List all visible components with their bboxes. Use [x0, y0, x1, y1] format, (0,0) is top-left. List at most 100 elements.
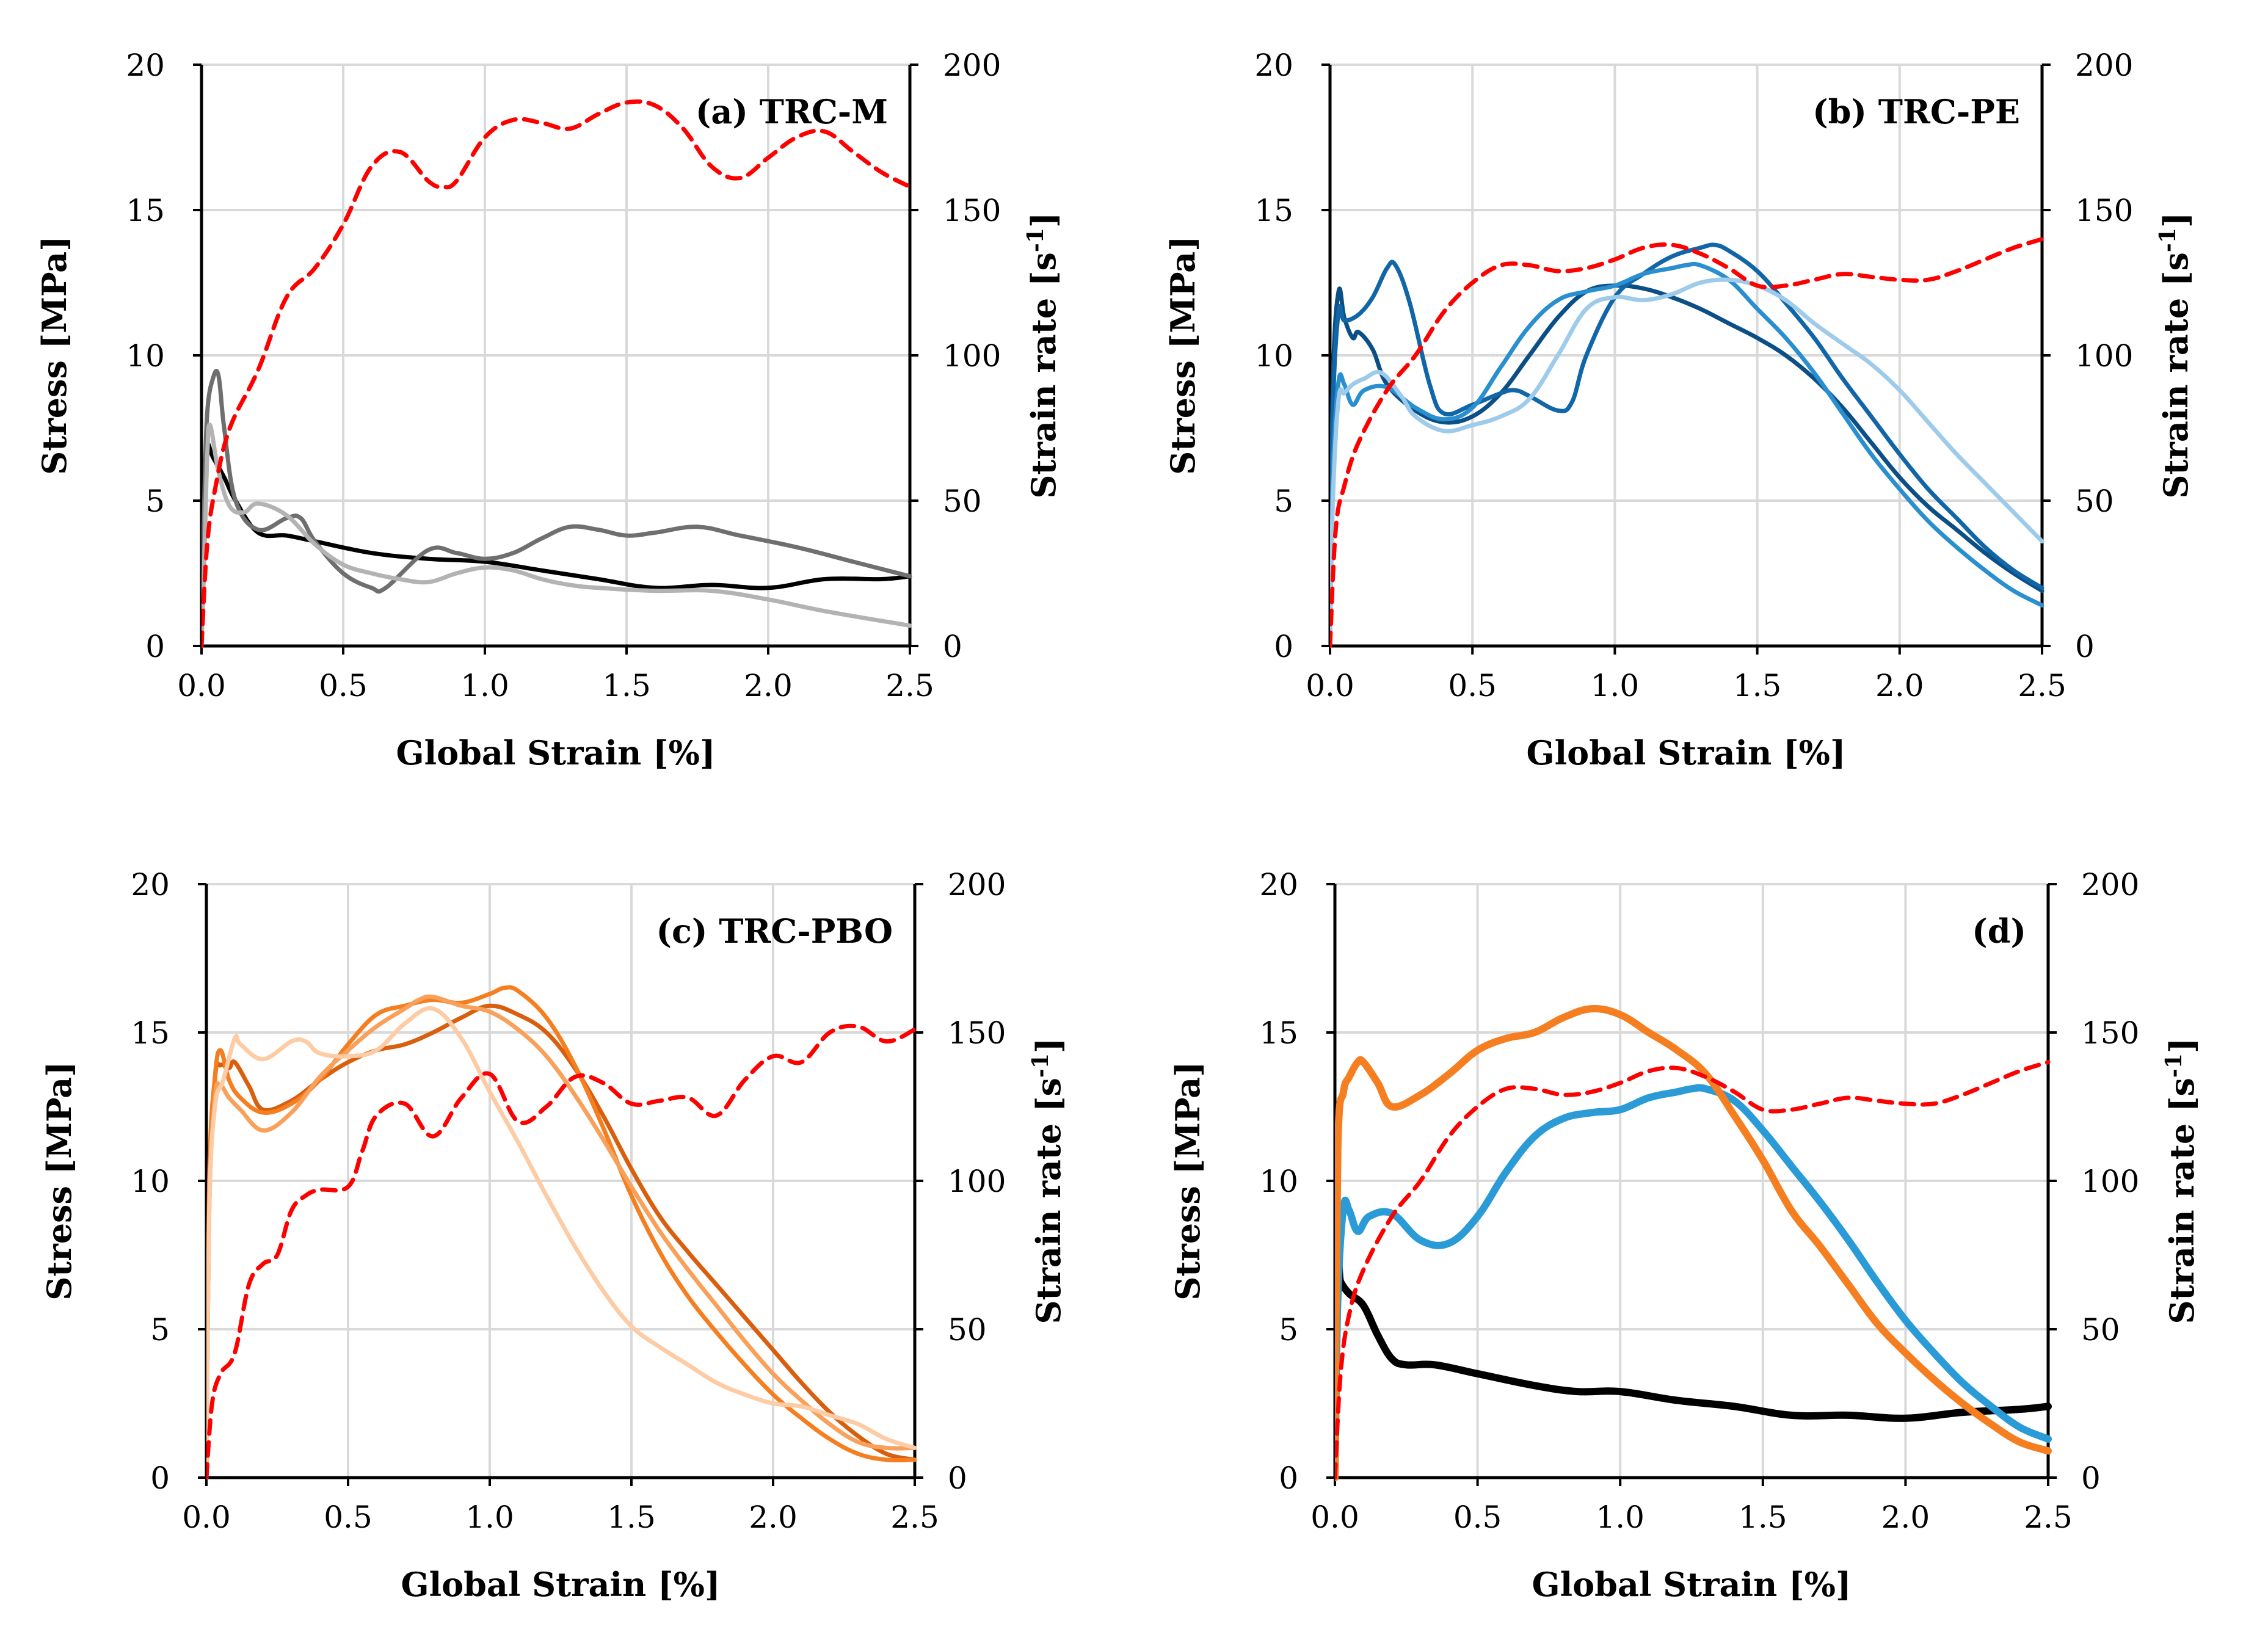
y2-tick-label: 150: [948, 1015, 1006, 1051]
chart-panel-4: 0.0 0.5 1.0 1.5 2.0 2.505101520050100150200Gl…: [1168, 867, 2201, 1604]
series-line-trc-pbo-specimen-4: [206, 1006, 917, 1480]
y2-tick-label: 200: [2081, 867, 2139, 902]
y-tick-label: 20: [131, 867, 170, 902]
y-axis-label: Stress [MPa]: [1168, 1061, 1207, 1300]
chart-panel-1: 0.0 0.5 1.0 1.5 2.0 2.505101520050100150200Gl…: [35, 48, 1063, 772]
series-line-strain-rate: [206, 1023, 917, 1480]
x-tick-label: 1.5: [1739, 1500, 1787, 1535]
x-tick-label: 2.5: [890, 1500, 939, 1535]
series-line-strain-rate: [202, 99, 912, 648]
x-tick-label: 1.5: [1733, 668, 1782, 703]
y2-tick-label: 150: [943, 193, 1001, 228]
x-tick-label: 0.0: [177, 668, 226, 703]
y-tick-label: 5: [145, 484, 165, 519]
series-line-trc-pe-specimen-1: [1330, 283, 2044, 648]
y-tick-label: 0: [145, 629, 165, 664]
x-tick-label: 2.0: [1875, 668, 1924, 703]
series-line-trc-m-specimen-2: [202, 368, 912, 648]
series-line-trc-m: [1335, 1252, 2052, 1481]
y2-tick-label: 0: [943, 629, 962, 664]
panel-title: (b) TRC-PE: [1812, 92, 2020, 131]
y2-tick-label: 100: [2081, 1164, 2139, 1199]
panel-title: (a) TRC-M: [696, 92, 888, 131]
chart-panel-3: 0.0 0.5 1.0 1.5 2.0 2.505101520050100150200Gl…: [40, 867, 1068, 1604]
y2-tick-label: 50: [943, 484, 982, 519]
y-tick-label: 20: [1259, 867, 1298, 902]
y2-tick-label: 100: [943, 338, 1001, 374]
y2-tick-label: 0: [948, 1461, 967, 1496]
y-axis-label: Stress [MPa]: [35, 236, 74, 474]
x-axis-label: Global Strain [%]: [401, 1565, 720, 1604]
x-tick-label: 2.0: [744, 668, 793, 703]
series-line-trc-pbo-specimen-3: [206, 994, 917, 1480]
y-tick-label: 0: [1279, 1461, 1298, 1496]
y2-tick-label: 100: [948, 1164, 1006, 1199]
y2-tick-label: 100: [2075, 338, 2133, 374]
y-tick-label: 15: [1254, 193, 1293, 228]
x-tick-label: 1.0: [465, 1500, 514, 1535]
x-tick-label: 0.0: [1310, 1500, 1359, 1535]
y2-tick-label: 200: [943, 48, 1001, 83]
x-tick-label: 2.0: [1881, 1500, 1930, 1535]
x-tick-label: 0.5: [319, 668, 368, 703]
y2-axis-label: Strain rate [s-1]: [2161, 1037, 2201, 1324]
x-tick-label: 1.0: [460, 668, 509, 703]
y2-tick-label: 0: [2081, 1461, 2101, 1496]
y-tick-label: 15: [126, 193, 165, 228]
x-tick-label: 2.0: [749, 1500, 798, 1535]
x-tick-label: 1.0: [1591, 668, 1640, 703]
y-tick-label: 20: [126, 48, 165, 83]
x-tick-label: 2.5: [885, 668, 934, 703]
x-axis-label: Global Strain [%]: [1532, 1565, 1851, 1604]
x-tick-label: 0.5: [1453, 1500, 1502, 1535]
series-line-trc-pe-specimen-4: [1330, 277, 2044, 648]
x-tick-label: 0.0: [182, 1500, 231, 1535]
y-tick-label: 5: [1274, 484, 1293, 519]
x-tick-label: 0.0: [1306, 668, 1354, 703]
x-tick-label: 0.5: [324, 1500, 373, 1535]
y2-tick-label: 150: [2081, 1015, 2139, 1051]
x-tick-label: 1.0: [1596, 1500, 1645, 1535]
y2-tick-label: 200: [948, 867, 1006, 902]
panel-title: (d): [1972, 912, 2026, 951]
panel-title: (c) TRC-PBO: [656, 912, 893, 951]
y-tick-label: 0: [150, 1461, 170, 1496]
series-line-trc-pe-specimen-2: [1330, 242, 2044, 648]
y-tick-label: 10: [131, 1164, 170, 1199]
y2-tick-label: 50: [2075, 484, 2114, 519]
y2-axis-label: Strain rate [s-1]: [1028, 1037, 1068, 1324]
x-axis-label: Global Strain [%]: [396, 733, 715, 772]
series-line-trc-pe: [1335, 1084, 2052, 1481]
series-line-trc-pe-specimen-3: [1330, 261, 2044, 648]
x-tick-label: 2.5: [2018, 668, 2066, 703]
series-line-strain-rate: [1330, 237, 2044, 648]
y2-tick-label: 50: [2081, 1312, 2120, 1348]
y2-tick-label: 0: [2075, 629, 2095, 664]
series-line-strain-rate: [1335, 1060, 2051, 1480]
y-tick-label: 5: [150, 1312, 170, 1348]
x-tick-label: 2.5: [2024, 1500, 2073, 1535]
y-tick-label: 10: [1254, 338, 1293, 374]
y-axis-label: Stress [MPa]: [1163, 236, 1202, 474]
series-line-trc-m-specimen-3: [202, 423, 912, 648]
y2-tick-label: 150: [2075, 193, 2133, 228]
x-axis-label: Global Strain [%]: [1526, 733, 1845, 772]
y-tick-label: 15: [1259, 1015, 1298, 1051]
x-tick-label: 1.5: [602, 668, 651, 703]
x-tick-label: 0.5: [1448, 668, 1497, 703]
y2-axis-label: Strain rate [s-1]: [1023, 212, 1063, 498]
y-tick-label: 0: [1274, 629, 1293, 664]
y-tick-label: 15: [131, 1015, 170, 1051]
y2-tick-label: 200: [2075, 48, 2133, 83]
y-tick-label: 10: [126, 338, 165, 374]
y2-tick-label: 50: [948, 1312, 987, 1348]
series-line-trc-m-specimen-1: [202, 442, 912, 648]
y2-axis-label: Strain rate [s-1]: [2155, 212, 2195, 498]
y-tick-label: 20: [1254, 48, 1293, 83]
y-axis-label: Stress [MPa]: [40, 1061, 79, 1300]
x-tick-label: 1.5: [607, 1500, 656, 1535]
y-tick-label: 5: [1279, 1312, 1298, 1348]
chart-panel-2: 0.0 0.5 1.0 1.5 2.0 2.505101520050100150200Gl…: [1163, 48, 2195, 772]
y-tick-label: 10: [1259, 1164, 1298, 1199]
